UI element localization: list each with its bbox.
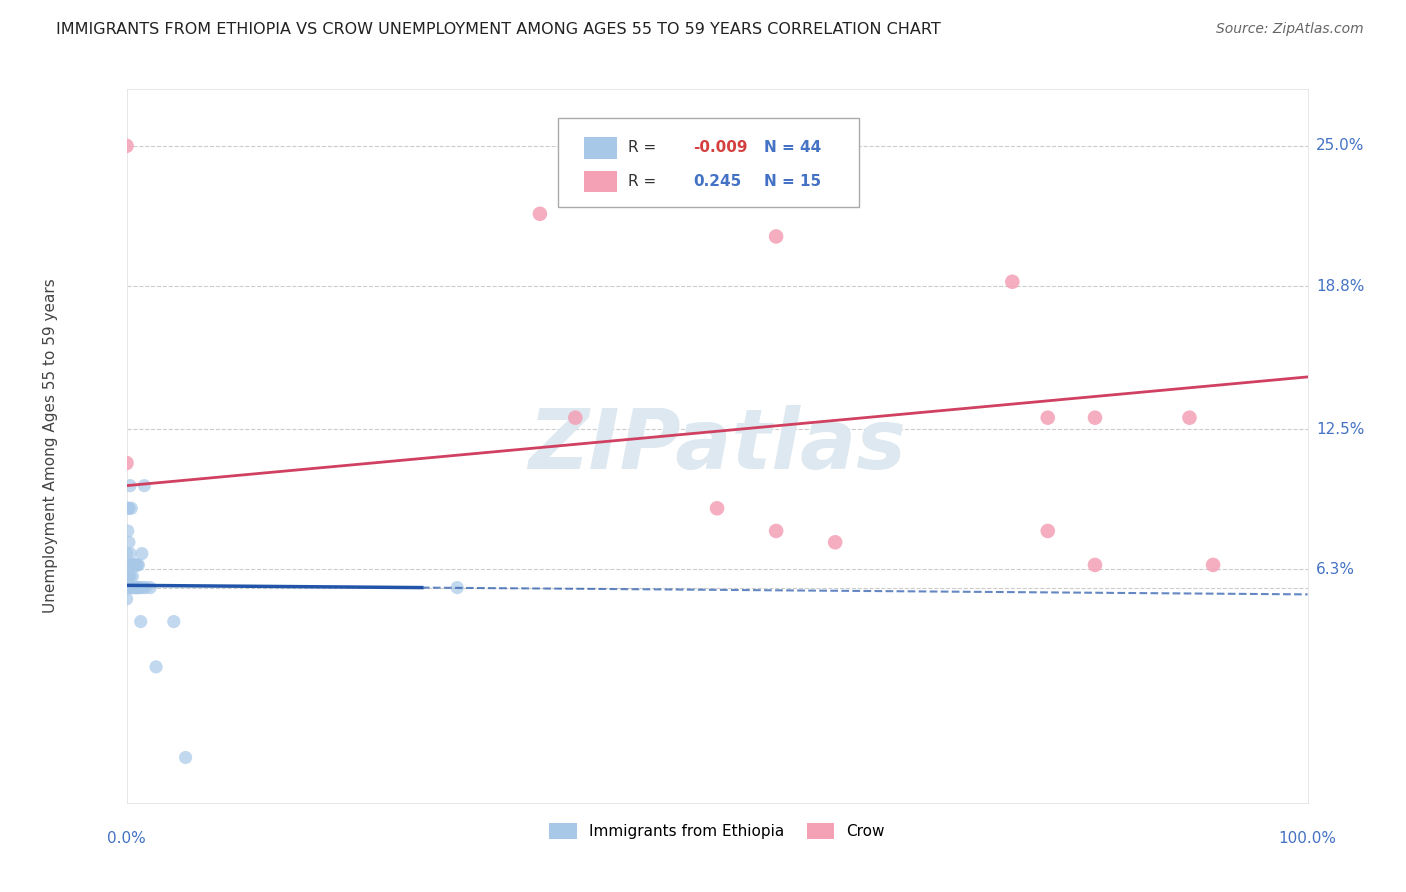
Text: 12.5%: 12.5% xyxy=(1316,422,1364,436)
Point xyxy=(120,558,142,572)
FancyBboxPatch shape xyxy=(583,137,617,159)
Point xyxy=(127,581,149,595)
Point xyxy=(118,581,141,595)
Point xyxy=(118,535,141,549)
Point xyxy=(127,558,149,572)
Point xyxy=(134,581,156,595)
Point xyxy=(120,547,142,561)
Point xyxy=(115,138,138,153)
Point xyxy=(127,581,149,595)
Point xyxy=(122,558,145,572)
Point xyxy=(117,501,139,516)
Text: 18.8%: 18.8% xyxy=(1316,279,1364,293)
Point xyxy=(132,581,155,595)
Point xyxy=(121,569,143,583)
Point xyxy=(117,524,139,538)
Point xyxy=(706,501,728,516)
Text: Source: ZipAtlas.com: Source: ZipAtlas.com xyxy=(1216,22,1364,37)
Point xyxy=(122,581,145,595)
Text: R =: R = xyxy=(628,140,662,155)
Point xyxy=(1084,410,1107,425)
Point xyxy=(124,581,146,595)
Point xyxy=(765,229,787,244)
Point xyxy=(529,207,551,221)
Point xyxy=(115,591,138,606)
Text: 100.0%: 100.0% xyxy=(1278,830,1337,846)
FancyBboxPatch shape xyxy=(558,118,859,207)
Point xyxy=(120,581,142,595)
Point xyxy=(134,478,156,492)
Point xyxy=(121,558,143,572)
Point xyxy=(118,569,141,583)
Text: -0.009: -0.009 xyxy=(693,140,748,155)
Point xyxy=(446,581,468,595)
Point xyxy=(128,581,150,595)
Point xyxy=(125,581,148,595)
Point xyxy=(115,456,138,470)
Point xyxy=(115,547,138,561)
Point xyxy=(120,501,142,516)
Text: 25.0%: 25.0% xyxy=(1316,138,1364,153)
Point xyxy=(1001,275,1024,289)
Point xyxy=(145,660,167,674)
Point xyxy=(120,478,142,492)
Point xyxy=(121,581,143,595)
Point xyxy=(127,558,149,572)
Point xyxy=(120,581,142,595)
Point xyxy=(117,569,139,583)
Text: 0.245: 0.245 xyxy=(693,174,742,189)
Text: R =: R = xyxy=(628,174,662,189)
Text: ZIPatlas: ZIPatlas xyxy=(529,406,905,486)
Point xyxy=(139,581,162,595)
Point xyxy=(117,581,139,595)
Text: 0.0%: 0.0% xyxy=(107,830,146,846)
Point xyxy=(174,750,197,764)
Text: Unemployment Among Ages 55 to 59 years: Unemployment Among Ages 55 to 59 years xyxy=(42,278,58,614)
Point xyxy=(127,581,149,595)
Text: 6.3%: 6.3% xyxy=(1316,562,1355,577)
Point xyxy=(131,547,153,561)
Point xyxy=(1036,524,1059,538)
Point xyxy=(125,558,148,572)
Text: N = 15: N = 15 xyxy=(765,174,821,189)
FancyBboxPatch shape xyxy=(583,171,617,193)
Point xyxy=(1084,558,1107,572)
Point xyxy=(115,581,138,595)
Point xyxy=(115,569,138,583)
Point xyxy=(129,615,152,629)
Point xyxy=(1202,558,1225,572)
Point xyxy=(120,569,142,583)
Point xyxy=(1036,410,1059,425)
Point xyxy=(1178,410,1201,425)
Text: N = 44: N = 44 xyxy=(765,140,821,155)
Legend: Immigrants from Ethiopia, Crow: Immigrants from Ethiopia, Crow xyxy=(543,817,891,845)
Point xyxy=(564,410,586,425)
Point xyxy=(765,524,787,538)
Point xyxy=(824,535,846,549)
Text: IMMIGRANTS FROM ETHIOPIA VS CROW UNEMPLOYMENT AMONG AGES 55 TO 59 YEARS CORRELAT: IMMIGRANTS FROM ETHIOPIA VS CROW UNEMPLO… xyxy=(56,22,941,37)
Point xyxy=(118,501,141,516)
Point xyxy=(163,615,186,629)
Point xyxy=(124,558,146,572)
